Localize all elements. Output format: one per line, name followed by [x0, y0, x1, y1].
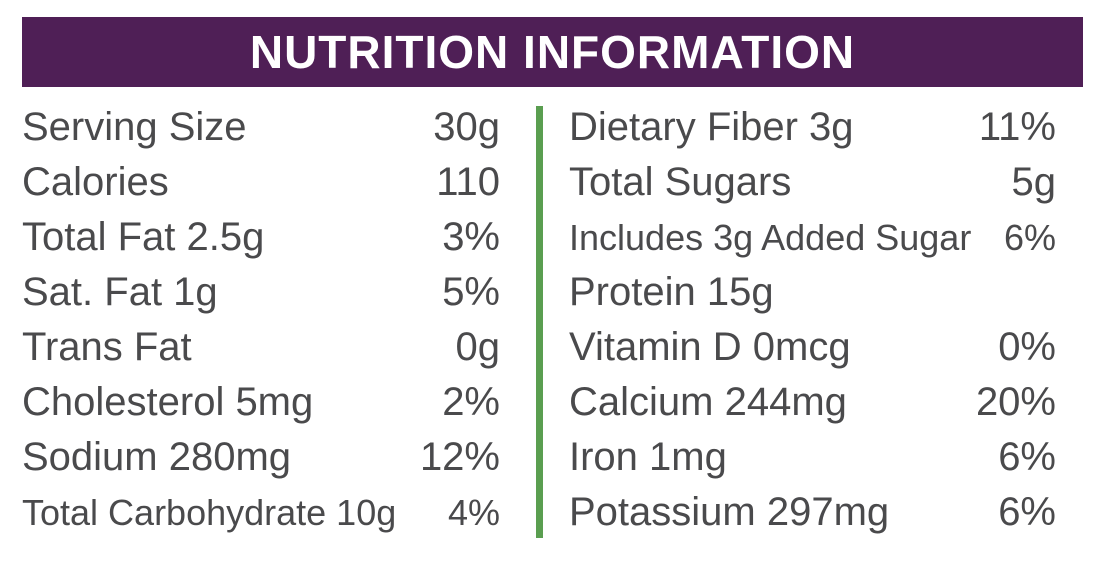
- nutrient-value: 11%: [978, 105, 1056, 149]
- nutrition-column-right: Dietary Fiber 3g 11% Total Sugars 5g Include…: [569, 100, 1056, 540]
- nutrient-value: 6%: [1003, 217, 1056, 258]
- nutrient-label: Serving Size: [22, 105, 247, 149]
- nutrient-label: Protein 15g: [569, 270, 774, 314]
- nutrition-row: Trans Fat 0g: [22, 320, 500, 375]
- nutrient-label: Total Fat 2.5g: [22, 215, 265, 259]
- page-title: NUTRITION INFORMATION: [249, 26, 856, 78]
- nutrition-row: Serving Size 30g: [22, 100, 500, 155]
- nutrition-row: Calcium 244mg 20%: [569, 375, 1056, 430]
- nutrient-label: Iron 1mg: [569, 435, 727, 479]
- nutrient-label: Dietary Fiber 3g: [569, 105, 854, 149]
- nutrient-label: Sodium 280mg: [22, 435, 292, 479]
- nutrient-value: 5%: [442, 270, 500, 314]
- nutrient-label: Total Carbohydrate 10g: [22, 492, 397, 533]
- nutrient-value: 30g: [433, 105, 500, 149]
- nutrition-row: Sat. Fat 1g 5%: [22, 265, 500, 320]
- nutrient-value: 4%: [447, 492, 500, 533]
- nutrient-value: 0g: [455, 325, 501, 369]
- nutrient-label: Calories: [22, 160, 169, 204]
- nutrient-label: Sat. Fat 1g: [22, 270, 218, 314]
- nutrient-value: 2%: [442, 380, 500, 424]
- header: NUTRITION INFORMATION: [22, 17, 1083, 87]
- nutrition-row: Total Fat 2.5g 3%: [22, 210, 500, 265]
- nutrition-row: Potassium 297mg 6%: [569, 485, 1056, 540]
- nutrition-row: Sodium 280mg 12%: [22, 430, 500, 485]
- nutrient-label: Calcium 244mg: [569, 380, 847, 424]
- nutrient-value: 5g: [1011, 160, 1057, 204]
- nutrition-row: Cholesterol 5mg 2%: [22, 375, 500, 430]
- nutrition-row: Vitamin D 0mcg 0%: [569, 320, 1056, 375]
- nutrition-row: Includes 3g Added Sugar 6%: [569, 210, 1056, 265]
- nutrient-label: Potassium 297mg: [569, 490, 890, 534]
- nutrition-row: Dietary Fiber 3g 11%: [569, 100, 1056, 155]
- nutrient-label: Total Sugars: [569, 160, 792, 204]
- nutrition-body: Serving Size 30g Calories 110 Total Fat 2.5g…: [22, 100, 1056, 540]
- nutrition-row: Iron 1mg 6%: [569, 430, 1056, 485]
- nutrient-label: Cholesterol 5mg: [22, 380, 314, 424]
- nutrition-row: Total Sugars 5g: [569, 155, 1056, 210]
- nutrient-value: 0%: [998, 325, 1056, 369]
- nutrient-label: Includes 3g Added Sugar: [569, 217, 972, 258]
- nutrient-value: 20%: [975, 380, 1056, 424]
- column-divider: [536, 106, 543, 538]
- nutrient-value: 6%: [998, 435, 1056, 479]
- nutrition-column-left: Serving Size 30g Calories 110 Total Fat 2.5g…: [22, 100, 500, 540]
- nutrient-label: Vitamin D 0mcg: [569, 325, 851, 369]
- nutrient-value: 3%: [442, 215, 500, 259]
- nutrient-label: Trans Fat: [22, 325, 192, 369]
- nutrient-value: 12%: [419, 435, 500, 479]
- nutrient-value: 6%: [998, 490, 1056, 534]
- nutrient-value: 110: [436, 160, 500, 204]
- nutrition-row: Total Carbohydrate 10g 4%: [22, 485, 500, 540]
- nutrition-row: Protein 15g: [569, 265, 1056, 320]
- nutrition-row: Calories 110: [22, 155, 500, 210]
